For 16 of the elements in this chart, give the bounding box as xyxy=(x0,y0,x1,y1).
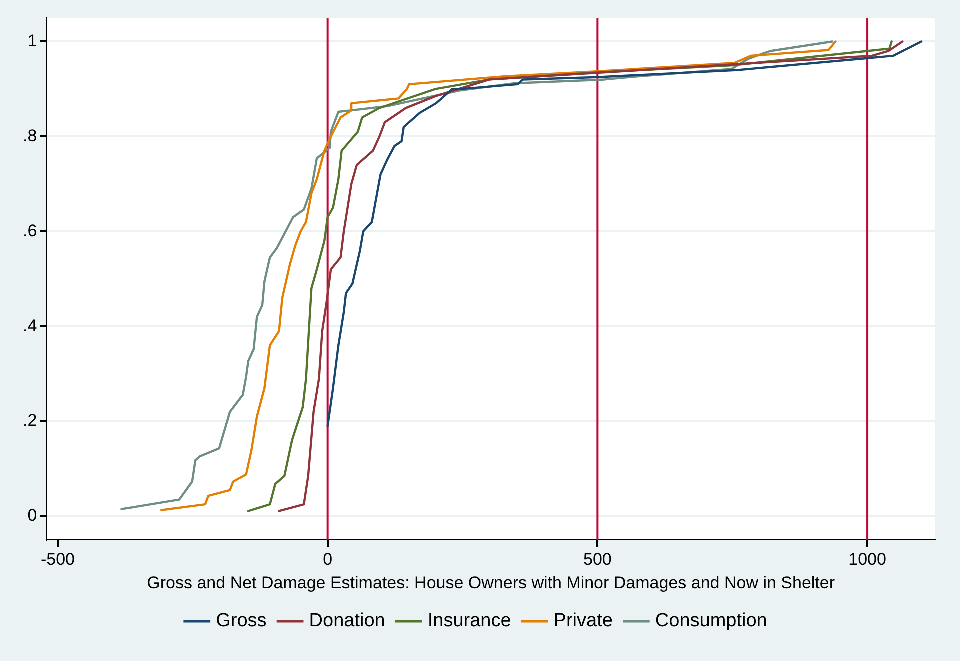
legend-label: Insurance xyxy=(428,610,512,632)
legend-label: Donation xyxy=(309,610,386,632)
legend-label: Gross xyxy=(216,610,267,632)
x-tick-label: 0 xyxy=(323,550,333,570)
y-tick-label: .6 xyxy=(22,221,38,240)
legend-label: Private xyxy=(554,610,613,632)
y-tick-label: .4 xyxy=(22,316,38,336)
x-axis-title: Gross and Net Damage Estimates: House Owners with Minor Damages and Now in Shelter xyxy=(147,573,836,592)
legend-label: Consumption xyxy=(655,610,768,632)
y-tick-label: 0 xyxy=(28,506,38,526)
x-tick-label: -500 xyxy=(40,550,75,570)
y-tick-label: .8 xyxy=(22,126,38,146)
x-tick-label: 500 xyxy=(583,550,612,570)
x-tick-label: 1000 xyxy=(848,550,886,570)
y-tick-label: 1 xyxy=(28,31,38,50)
y-tick-label: .2 xyxy=(22,411,38,430)
